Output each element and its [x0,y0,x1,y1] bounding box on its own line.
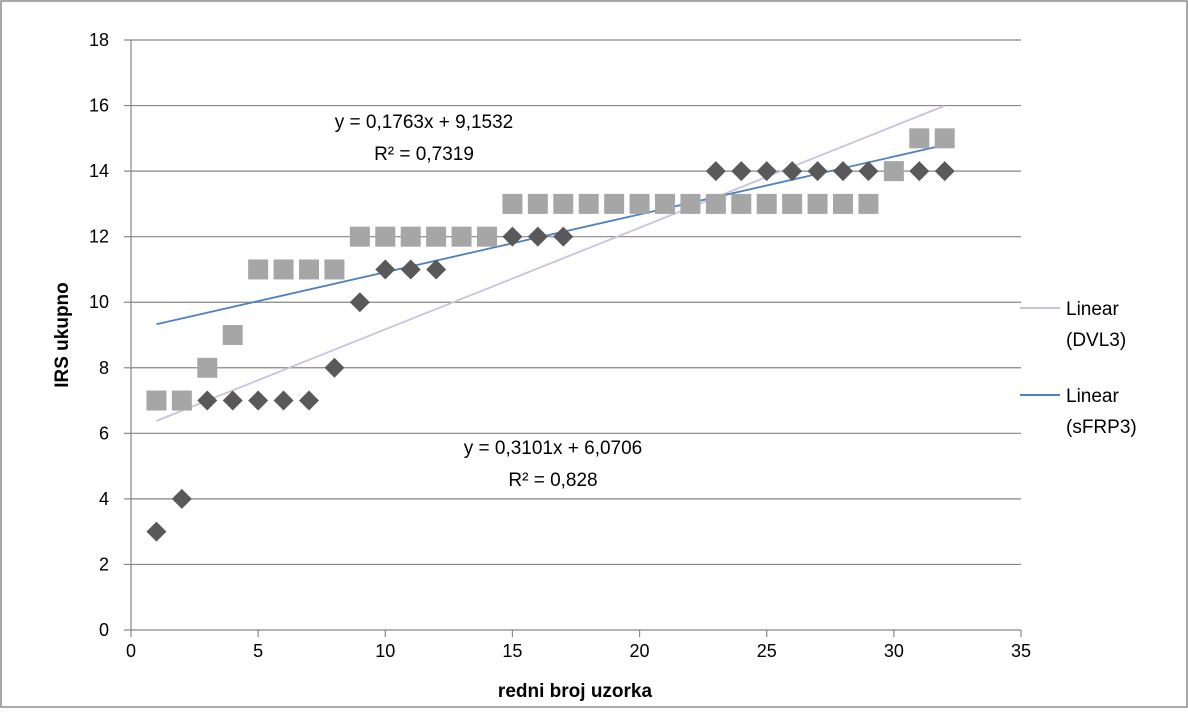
diamond-marker [197,390,218,411]
diamond-marker [731,161,752,182]
square-marker [502,193,523,214]
diamond-marker [375,259,396,280]
diamond-marker [502,226,523,247]
y-tick-labels: 0 2 4 6 8 10 12 14 16 18 [89,30,109,640]
legend-dvl3-line1: Linear [1066,299,1119,320]
square-marker [731,193,752,214]
diamond-marker [324,357,345,378]
diamond-marker [426,259,447,280]
square-marker [833,193,853,214]
square-marker [553,193,574,214]
y-tick-label: 14 [89,161,109,181]
square-marker [477,226,497,247]
x-axis-title: redni broj uzorka [498,681,653,702]
y-tick-label: 16 [89,96,109,116]
dvl3-equation: y = 0,3101x + 6,0706 [464,438,643,459]
diamond-marker [299,390,319,411]
diamond-marker [858,161,879,182]
legend-sfrp3-line1: Linear [1066,386,1119,407]
y-tick-label: 2 [99,554,109,574]
diamond-marker [273,390,294,411]
square-marker [934,128,955,149]
x-tick-label: 30 [884,641,904,661]
diamond-marker [934,161,955,182]
diamond-marker [553,226,574,247]
square-marker [248,259,269,280]
square-marker [629,193,650,214]
square-marker [375,226,396,247]
square-marker [883,161,904,182]
square-marker [604,193,625,214]
diamond-marker [171,488,192,509]
square-marker [349,226,370,247]
square-marker [171,390,192,411]
square-marker [655,193,675,214]
square-marker [426,226,447,247]
diamond-marker [705,161,726,182]
square-marker [400,226,421,247]
y-tick-label: 4 [99,489,109,509]
diamond-marker [909,161,930,182]
diamond-marker [349,292,370,313]
x-tick-label: 25 [757,641,777,661]
y-axis-title: IRS ukupno [52,282,73,388]
gridlines [131,39,1021,566]
axes [124,39,1022,637]
dvl3-r-squared: R² = 0,828 [508,470,597,491]
x-tick-labels: 0 5 10 15 20 25 30 35 [126,641,1031,661]
square-marker [273,259,294,280]
x-tick-label: 35 [1011,641,1031,661]
diamond-marker [833,161,853,182]
square-marker [782,193,803,214]
square-marker [909,128,930,149]
y-tick-label: 0 [99,620,109,640]
diamond-marker [527,226,548,247]
square-marker [222,325,243,345]
square-marker [146,390,167,411]
diamond-marker [146,521,167,542]
diamond-marker [400,259,421,280]
square-marker [858,193,879,214]
data-points [146,128,955,542]
diamond-marker [222,390,243,411]
y-tick-label: 10 [89,292,109,312]
y-tick-label: 12 [89,227,109,247]
x-tick-label: 15 [502,641,522,661]
square-marker [705,193,726,214]
x-tick-label: 5 [253,641,263,661]
sfrp3-r-squared: R² = 0,7319 [374,144,474,165]
y-tick-label: 8 [99,358,109,378]
diamond-marker [248,390,269,411]
y-tick-label: 6 [99,423,109,443]
diamond-marker [782,161,803,182]
trendline [156,104,946,422]
diamond-marker [807,161,828,182]
legend-sfrp3-line2: (sFRP3) [1066,417,1137,438]
x-tick-label: 20 [630,641,650,661]
legend: Linear (DVL3) Linear (sFRP3) [1020,299,1137,438]
square-marker [527,193,548,214]
x-tick-label: 0 [126,641,136,661]
square-marker [324,259,345,280]
x-tick-label: 10 [375,641,395,661]
y-tick-label: 18 [89,30,109,50]
square-marker [197,357,218,378]
square-marker [807,193,828,214]
square-marker [680,193,701,214]
square-marker [578,193,599,214]
square-marker [756,193,777,214]
square-marker [299,259,319,280]
legend-dvl3-line2: (DVL3) [1066,330,1126,351]
sfrp3-equation: y = 0,1763x + 9,1532 [335,112,514,133]
diamond-marker [756,161,777,182]
square-marker [451,226,472,247]
